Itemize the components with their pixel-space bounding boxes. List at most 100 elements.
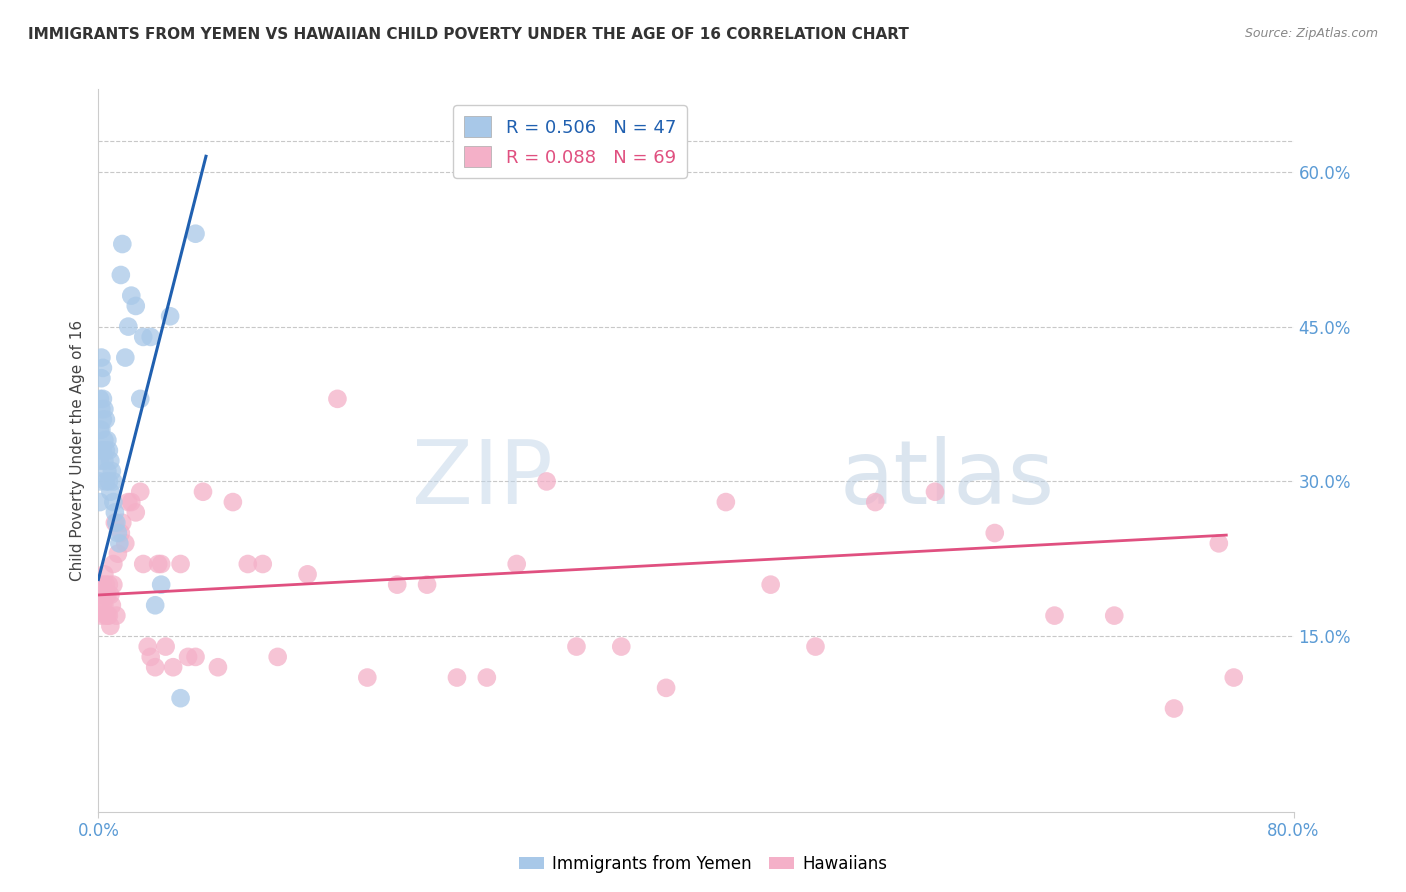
Point [105, 516, 128, 530]
Point [89, 454, 111, 468]
Point [129, 484, 152, 499]
Point [107, 526, 129, 541]
Point [143, 660, 166, 674]
Point [94, 412, 117, 426]
Point [93, 433, 115, 447]
Point [96, 433, 118, 447]
Point [93, 567, 115, 582]
Point [111, 237, 134, 252]
Point [98, 454, 122, 468]
Point [93, 599, 115, 613]
Point [207, 660, 229, 674]
Point [169, 691, 191, 706]
Point [159, 310, 181, 324]
Point [110, 268, 132, 282]
Point [103, 557, 125, 571]
Point [177, 649, 200, 664]
Point [655, 681, 678, 695]
Point [150, 557, 173, 571]
Point [536, 475, 558, 489]
Point [297, 567, 319, 582]
Point [89, 392, 111, 406]
Text: Source: ZipAtlas.com: Source: ZipAtlas.com [1244, 27, 1378, 40]
Point [91, 577, 114, 591]
Point [93, 454, 115, 468]
Point [162, 660, 184, 674]
Point [98, 484, 122, 499]
Point [96, 464, 118, 478]
Point [139, 330, 162, 344]
Point [105, 608, 128, 623]
Point [98, 619, 122, 633]
Point [90, 423, 112, 437]
Point [89, 475, 111, 489]
Point [103, 495, 125, 509]
Point [565, 640, 588, 654]
Point [101, 464, 124, 478]
Point [184, 227, 207, 241]
Point [94, 577, 117, 591]
Point [94, 443, 117, 458]
Point [91, 392, 114, 406]
Point [139, 649, 162, 664]
Text: IMMIGRANTS FROM YEMEN VS HAWAIIAN CHILD POVERTY UNDER THE AGE OF 16 CORRELATION : IMMIGRANTS FROM YEMEN VS HAWAIIAN CHILD … [28, 27, 910, 42]
Point [169, 557, 191, 571]
Point [91, 412, 114, 426]
Point [125, 299, 148, 313]
Point [114, 536, 136, 550]
Point [1223, 671, 1246, 685]
Point [759, 577, 782, 591]
Point [416, 577, 439, 591]
Point [90, 588, 112, 602]
Point [714, 495, 737, 509]
Point [184, 649, 207, 664]
Point [103, 475, 125, 489]
Point [97, 443, 120, 458]
Point [132, 557, 155, 571]
Point [267, 649, 290, 664]
Point [90, 443, 112, 458]
Point [326, 392, 349, 406]
Point [89, 423, 111, 437]
Point [110, 526, 132, 541]
Point [148, 557, 170, 571]
Point [120, 288, 142, 302]
Legend: Immigrants from Yemen, Hawaiians: Immigrants from Yemen, Hawaiians [512, 848, 894, 880]
Point [89, 577, 111, 591]
Legend: R = 0.506   N = 47, R = 0.088   N = 69: R = 0.506 N = 47, R = 0.088 N = 69 [453, 105, 688, 178]
Point [610, 640, 633, 654]
Point [1163, 701, 1185, 715]
Point [96, 588, 118, 602]
Point [120, 495, 142, 509]
Point [97, 577, 120, 591]
Point [136, 640, 159, 654]
Text: atlas: atlas [839, 436, 1054, 523]
Point [236, 557, 259, 571]
Point [93, 402, 115, 417]
Point [129, 392, 152, 406]
Point [446, 671, 468, 685]
Point [91, 360, 114, 375]
Point [506, 557, 529, 571]
Point [89, 495, 111, 509]
Point [252, 557, 274, 571]
Point [385, 577, 409, 591]
Point [90, 351, 112, 365]
Point [94, 475, 117, 489]
Point [90, 371, 112, 385]
Point [107, 547, 129, 561]
Point [114, 351, 136, 365]
Point [132, 330, 155, 344]
Point [984, 526, 1007, 541]
Point [90, 608, 112, 623]
Point [117, 495, 139, 509]
Point [1208, 536, 1230, 550]
Point [111, 516, 134, 530]
Point [104, 516, 127, 530]
Point [104, 505, 127, 519]
Point [98, 588, 122, 602]
Point [1104, 608, 1126, 623]
Point [108, 536, 131, 550]
Point [97, 608, 120, 623]
Point [103, 577, 125, 591]
